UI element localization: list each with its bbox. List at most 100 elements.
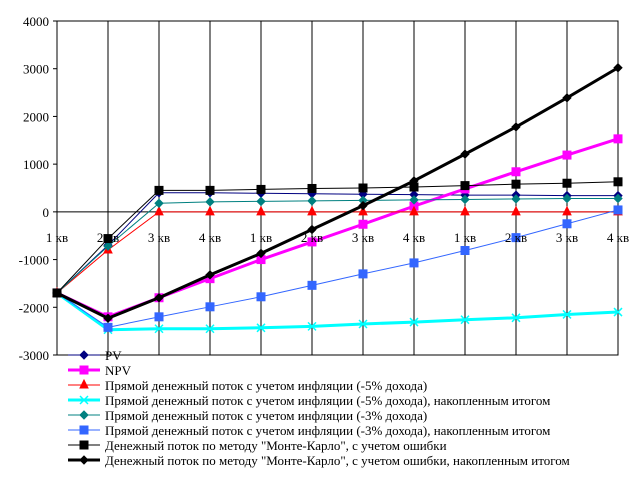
series-line [56, 137, 619, 319]
data-point [562, 219, 572, 229]
data-point [205, 197, 215, 207]
data-point [511, 122, 521, 132]
series-4 [52, 288, 623, 335]
series-line [56, 197, 618, 294]
data-point [613, 193, 623, 204]
x-tick-label: 2 кв [97, 230, 119, 245]
legend-item: Денежный поток по методу "Монте-Карло", … [68, 438, 447, 453]
data-point [358, 269, 368, 279]
data-point [154, 312, 164, 322]
legend-item: Денежный поток по методу "Монте-Карло", … [68, 453, 570, 468]
data-point [613, 205, 623, 215]
x-tick-label: 2 кв [505, 230, 527, 245]
marker-stroke [256, 323, 266, 333]
x-tick-label: 3 кв [352, 230, 374, 245]
legend-item: Прямой денежный поток с учетом инфляции … [68, 378, 427, 393]
y-tick-label: 2000 [23, 109, 49, 124]
data-point [205, 324, 215, 334]
data-point [154, 293, 164, 303]
x-tick-label: 3 кв [148, 230, 170, 245]
data-point [307, 224, 317, 235]
legend-swatch-marker [79, 350, 89, 360]
series-6 [52, 205, 623, 332]
legend-swatch-marker [79, 410, 89, 420]
x-tick-label: 2 кв [301, 230, 323, 245]
series-line [56, 211, 618, 294]
y-tick-label: 3000 [23, 62, 49, 77]
data-point [562, 205, 572, 216]
series-3 [52, 205, 623, 297]
data-point [460, 315, 470, 325]
data-point [613, 307, 623, 317]
legend-label: Прямой денежный поток с учетом инфляции … [105, 393, 550, 408]
data-point [409, 205, 419, 216]
legend-label: Прямой денежный поток с учетом инфляции … [105, 423, 550, 438]
data-point [511, 179, 521, 189]
data-point [409, 258, 419, 268]
tick-labels: 4000 3000 2000 1000 0 -1000 -2000 -3000 1 кв 2 кв… [19, 14, 629, 363]
data-point [358, 319, 368, 329]
data-point [307, 321, 317, 331]
marker-stroke [460, 315, 470, 325]
marker-stroke [79, 395, 89, 405]
legend-item: PV [68, 348, 122, 363]
data-point [256, 248, 266, 259]
data-point [154, 198, 164, 208]
x-tick-label: 4 кв [403, 230, 425, 245]
legend-item: NPV [68, 363, 132, 378]
data-point [562, 178, 572, 188]
data-point [307, 205, 317, 216]
legend-swatch-marker [79, 440, 89, 450]
series-1 [52, 188, 623, 298]
data-point [307, 196, 317, 206]
series-line [56, 192, 618, 294]
legend-label: Денежный поток по методу "Монте-Карло", … [105, 438, 447, 453]
data-point [256, 323, 266, 333]
marker-stroke [358, 319, 368, 329]
legend-item: Прямой денежный поток с учетом инфляции … [68, 393, 550, 408]
marker-stroke [154, 324, 164, 334]
data-point [460, 205, 470, 216]
data-point [409, 195, 419, 205]
data-point [205, 205, 215, 216]
legend-swatch-marker [79, 455, 89, 465]
data-point [562, 93, 572, 103]
data-point [256, 184, 266, 194]
data-point [154, 324, 164, 334]
legend-label: NPV [105, 363, 132, 378]
series-line [56, 291, 619, 332]
data-point [358, 183, 368, 193]
legend-label: PV [105, 348, 122, 363]
x-tick-label: 1 кв [250, 230, 272, 245]
data-point [307, 183, 317, 193]
x-tick-label: 1 кв [46, 230, 68, 245]
y-tick-label: -2000 [19, 300, 49, 315]
marker-stroke [562, 309, 572, 319]
legend-swatch-marker [79, 425, 89, 435]
data-point [256, 205, 266, 216]
legend-swatch-marker [79, 395, 89, 405]
y-tick-label: 4000 [23, 14, 49, 29]
data-point [613, 134, 623, 144]
series-8 [52, 63, 623, 323]
legend-label: Прямой денежный поток с учетом инфляции … [105, 378, 427, 393]
data-point [460, 246, 470, 256]
data-point [103, 234, 113, 244]
legend-swatch-marker [79, 365, 89, 375]
x-tick-label: 3 кв [556, 230, 578, 245]
legend-item: Прямой денежный поток с учетом инфляции … [68, 408, 427, 423]
data-point [154, 185, 164, 195]
data-point [205, 270, 215, 280]
x-tick-label: 4 кв [199, 230, 221, 245]
data-point [205, 302, 215, 312]
data-point [562, 193, 572, 204]
y-tick-label: -1000 [19, 253, 49, 268]
series-7 [52, 177, 623, 298]
data-point [358, 205, 368, 216]
data-point [256, 292, 266, 302]
y-tick-label: -3000 [19, 348, 49, 363]
data-point [511, 194, 521, 204]
marker-stroke [613, 307, 623, 317]
